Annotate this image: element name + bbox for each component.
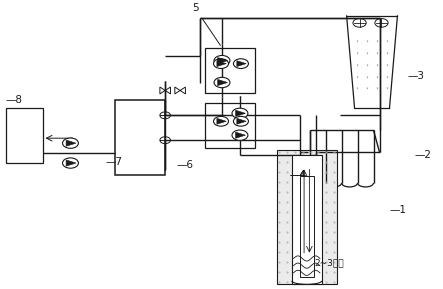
Circle shape — [62, 138, 78, 148]
Bar — [300, 176, 314, 277]
Circle shape — [214, 59, 229, 68]
Circle shape — [233, 59, 249, 68]
Circle shape — [214, 55, 230, 66]
Text: —7: —7 — [105, 157, 122, 167]
Polygon shape — [237, 118, 246, 124]
Circle shape — [214, 116, 229, 126]
Text: —3: —3 — [408, 71, 424, 81]
Text: —2: —2 — [414, 150, 431, 160]
Bar — [6, 108, 43, 163]
Text: —4: —4 — [290, 170, 307, 180]
Polygon shape — [217, 61, 226, 66]
Circle shape — [214, 77, 230, 88]
Circle shape — [233, 116, 249, 126]
Bar — [292, 155, 322, 284]
Text: —8: —8 — [6, 95, 23, 105]
Text: 2~3千米: 2~3千米 — [315, 258, 345, 267]
Polygon shape — [236, 110, 245, 116]
Polygon shape — [66, 140, 76, 146]
Circle shape — [232, 130, 248, 140]
Circle shape — [62, 158, 78, 168]
Polygon shape — [66, 160, 76, 166]
Bar — [115, 100, 165, 175]
Bar — [277, 150, 337, 284]
Polygon shape — [236, 132, 245, 138]
Polygon shape — [217, 118, 226, 124]
Text: —4: —4 — [290, 170, 307, 180]
Text: —1: —1 — [389, 205, 407, 215]
Bar — [205, 103, 255, 148]
Polygon shape — [237, 61, 246, 66]
Bar — [205, 48, 255, 93]
Text: 5: 5 — [192, 3, 221, 45]
Circle shape — [232, 108, 248, 118]
Polygon shape — [218, 58, 228, 64]
Polygon shape — [218, 79, 228, 86]
Text: —6: —6 — [176, 160, 193, 170]
